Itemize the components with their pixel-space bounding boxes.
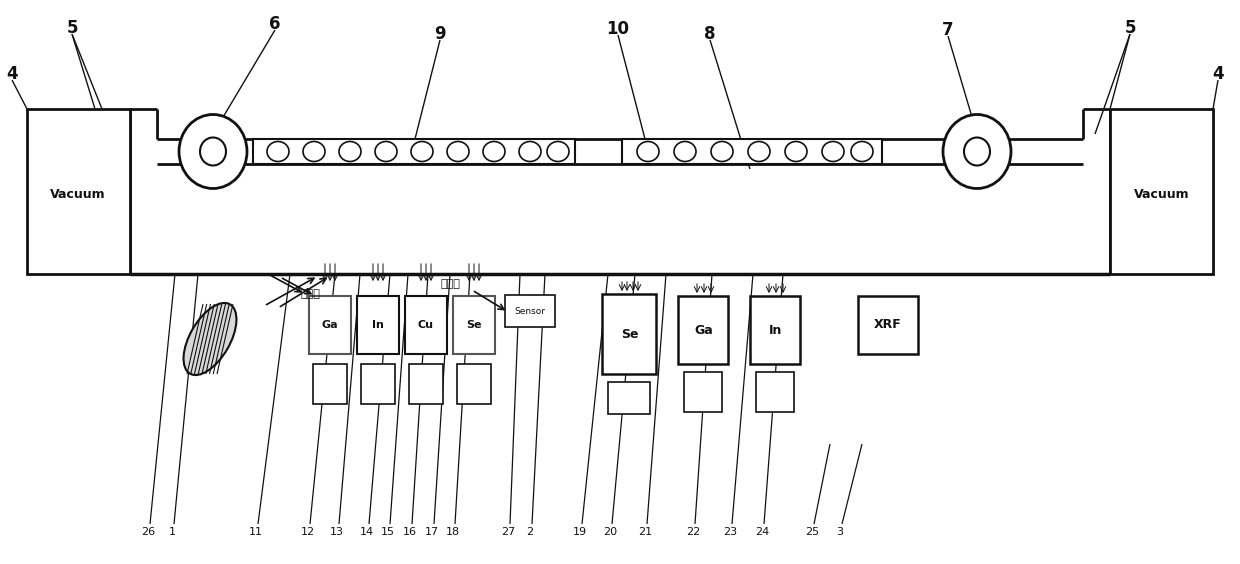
Text: 散射光: 散射光 <box>440 279 460 289</box>
Bar <box>253 139 575 164</box>
Bar <box>622 139 882 164</box>
Text: Sensor: Sensor <box>515 306 546 315</box>
Text: Se: Se <box>466 320 482 330</box>
Text: Cu: Cu <box>418 320 434 330</box>
Ellipse shape <box>303 142 325 161</box>
Text: 16: 16 <box>403 527 417 537</box>
Ellipse shape <box>851 142 873 161</box>
Ellipse shape <box>374 142 397 161</box>
Ellipse shape <box>184 303 237 375</box>
Bar <box>409 364 443 404</box>
Ellipse shape <box>748 142 770 161</box>
Text: 10: 10 <box>606 20 630 38</box>
Text: Vacuum: Vacuum <box>50 187 105 200</box>
Text: Vacuum: Vacuum <box>1135 187 1190 200</box>
Bar <box>858 296 918 354</box>
Text: 1: 1 <box>169 527 176 537</box>
Text: 8: 8 <box>704 25 715 43</box>
Bar <box>601 294 656 374</box>
Text: 9: 9 <box>434 25 446 43</box>
Text: In: In <box>769 324 782 337</box>
Text: 26: 26 <box>141 527 155 537</box>
Ellipse shape <box>637 142 658 161</box>
Bar <box>27 109 130 274</box>
Text: 18: 18 <box>446 527 460 537</box>
Ellipse shape <box>267 142 289 161</box>
Ellipse shape <box>785 142 807 161</box>
Text: 25: 25 <box>805 527 820 537</box>
Ellipse shape <box>963 138 990 165</box>
Text: 3: 3 <box>837 527 843 537</box>
Ellipse shape <box>942 114 1011 188</box>
Bar <box>608 382 650 414</box>
Ellipse shape <box>200 138 226 165</box>
Bar <box>357 296 399 354</box>
Ellipse shape <box>547 142 569 161</box>
Bar <box>405 296 446 354</box>
Text: Se: Se <box>621 328 639 341</box>
Text: 17: 17 <box>425 527 439 537</box>
Text: XRF: XRF <box>874 319 901 332</box>
Text: 22: 22 <box>686 527 701 537</box>
Text: In: In <box>372 320 384 330</box>
Bar <box>453 296 495 354</box>
Bar <box>684 372 722 412</box>
Text: 23: 23 <box>723 527 737 537</box>
Text: 6: 6 <box>269 15 280 33</box>
Text: 15: 15 <box>381 527 396 537</box>
Ellipse shape <box>410 142 433 161</box>
Text: 20: 20 <box>603 527 618 537</box>
Bar <box>756 372 794 412</box>
Text: Ga: Ga <box>321 320 339 330</box>
Text: 11: 11 <box>249 527 263 537</box>
Text: 21: 21 <box>637 527 652 537</box>
Bar <box>678 296 728 364</box>
Text: 5: 5 <box>1125 19 1136 37</box>
Text: 14: 14 <box>360 527 374 537</box>
Ellipse shape <box>822 142 844 161</box>
Text: 5: 5 <box>66 19 78 37</box>
Bar <box>1110 109 1213 274</box>
Bar <box>458 364 491 404</box>
Text: 7: 7 <box>942 21 954 39</box>
Ellipse shape <box>711 142 733 161</box>
Text: Ga: Ga <box>694 324 713 337</box>
Ellipse shape <box>675 142 696 161</box>
Ellipse shape <box>179 114 247 188</box>
Text: 27: 27 <box>501 527 515 537</box>
Text: 13: 13 <box>330 527 343 537</box>
Bar <box>361 364 396 404</box>
Ellipse shape <box>446 142 469 161</box>
Text: 4: 4 <box>1213 65 1224 83</box>
Bar <box>505 295 556 327</box>
Text: 入射光: 入射光 <box>300 289 320 299</box>
Text: 19: 19 <box>573 527 587 537</box>
Text: 12: 12 <box>301 527 315 537</box>
Text: 24: 24 <box>755 527 769 537</box>
Text: 2: 2 <box>527 527 533 537</box>
Bar <box>750 296 800 364</box>
Ellipse shape <box>484 142 505 161</box>
Ellipse shape <box>520 142 541 161</box>
Bar <box>309 296 351 354</box>
Text: 4: 4 <box>6 65 17 83</box>
Bar <box>312 364 347 404</box>
Ellipse shape <box>339 142 361 161</box>
